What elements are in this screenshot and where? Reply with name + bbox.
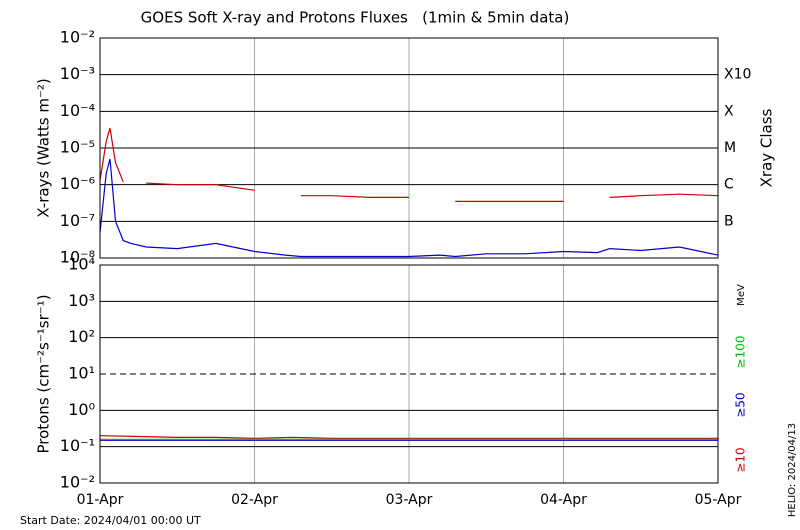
- y-tick-label: 10¹: [68, 364, 95, 383]
- units-label: MeV: [736, 284, 747, 306]
- y-tick-label: 10⁻¹: [60, 436, 95, 455]
- y-tick-label: 10⁻²: [60, 28, 95, 47]
- legend-label: ≥10: [734, 447, 748, 472]
- y-tick-label: 10⁻⁸: [60, 248, 95, 267]
- helio-date: HELIO: 2024/04/13: [787, 423, 798, 517]
- chart-title: GOES Soft X-ray and Protons Fluxes (1min…: [141, 9, 570, 27]
- class-label: C: [724, 177, 734, 193]
- plot-frame: [99, 264, 719, 484]
- class-label: X: [724, 103, 734, 119]
- start-date: Start Date: 2024/04/01 00:00 UT: [20, 514, 201, 527]
- y-tick-label: 10⁴: [68, 255, 95, 274]
- legend-label: ≥50: [734, 392, 748, 417]
- class-label: B: [724, 213, 734, 229]
- y-tick-label: 10⁻³: [60, 64, 95, 83]
- series-line: [99, 158, 719, 258]
- x-tick-label: 05-Apr: [695, 492, 742, 508]
- plot-frame: [99, 37, 719, 259]
- x-tick-label: 02-Apr: [231, 492, 278, 508]
- x-tick-label: 03-Apr: [386, 492, 433, 508]
- y-axis-label: Protons (cm⁻²s⁻¹sr⁻¹): [35, 294, 53, 453]
- y-tick-label: 10³: [68, 291, 95, 310]
- y-tick-label: 10⁻⁴: [60, 101, 95, 120]
- series-line: [99, 127, 719, 202]
- y-tick-label: 10²: [68, 327, 95, 346]
- y-tick-label: 10⁻⁷: [60, 211, 95, 230]
- class-label: M: [724, 140, 736, 156]
- x-tick-label: 04-Apr: [540, 492, 587, 508]
- y-tick-label: 10⁻⁶: [60, 174, 95, 193]
- y-tick-label: 10⁻²: [60, 473, 95, 492]
- y-axis-label: X-rays (Watts m⁻²): [35, 78, 53, 217]
- y-tick-label: 10⁻⁵: [60, 138, 95, 157]
- series-line: [99, 435, 718, 439]
- y-tick-label: 10⁰: [68, 400, 95, 419]
- y2-axis-label: Xray Class: [758, 108, 776, 187]
- x-tick-label: 01-Apr: [77, 492, 124, 508]
- legend-label: ≥100: [734, 336, 748, 369]
- class-label: X10: [724, 67, 751, 83]
